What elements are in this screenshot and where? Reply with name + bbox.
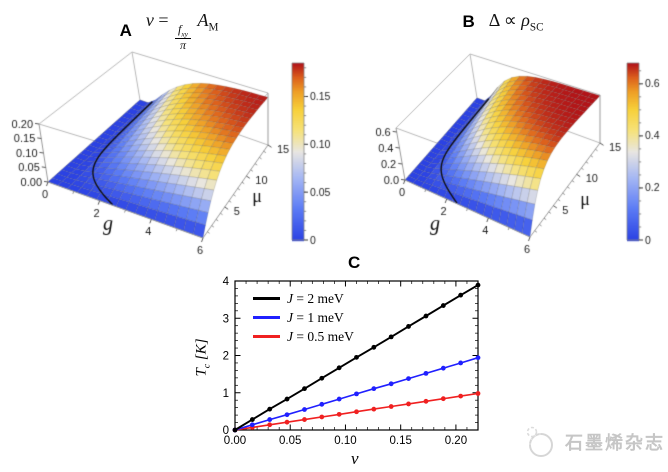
data-point [440, 365, 446, 371]
panel-c-label: C [348, 253, 361, 272]
y-tick-label: 1 [223, 388, 229, 400]
data-point [475, 391, 481, 396]
data-point [319, 401, 325, 407]
legend-label: J = 2 meV [287, 290, 344, 306]
y-tick-label: 3 [223, 313, 229, 325]
data-point [423, 398, 429, 404]
watermark-logo-icon [526, 426, 553, 457]
watermark: 石墨烯杂志 [522, 423, 665, 461]
legend-label: J = 1 meV [287, 309, 344, 325]
watermark-text: 石墨烯杂志 [565, 433, 665, 453]
formula-A: A [197, 10, 209, 30]
y-tick-label: 4 [223, 276, 230, 288]
legend: J = 2 meV J = 1 meV J = 0.5 meV [253, 289, 354, 346]
surface-plot-b-canvas [342, 46, 668, 260]
panel-b-title: B Δ ∝ ρSC [342, 10, 664, 34]
x-tick-label: 0.05 [279, 435, 301, 447]
legend-swatch [253, 316, 280, 319]
surface-plot-a-canvas [8, 46, 338, 260]
data-point [475, 355, 481, 361]
data-point [336, 365, 342, 371]
data-point [406, 376, 411, 381]
data-point [458, 393, 464, 399]
panel-a-title: A ν = fxyπ AM [8, 10, 330, 52]
panel-b-formula: Δ ∝ ρSC [488, 10, 544, 34]
data-point [406, 324, 411, 329]
x-tick-label: 0.20 [445, 435, 467, 447]
panel-c-plot-svg: 0.00 0.05 0.10 0.15 0.20 0 1 2 3 4 [223, 276, 481, 447]
legend-swatch [253, 297, 280, 300]
data-point [302, 386, 307, 392]
data-point [302, 407, 307, 412]
data-point [354, 354, 359, 360]
data-point [284, 419, 290, 425]
legend-swatch [253, 335, 280, 338]
data-point [249, 417, 255, 422]
data-point [336, 411, 342, 417]
data-point [475, 282, 481, 288]
formula-eq: = [158, 10, 169, 30]
y-tick-label: 2 [223, 351, 229, 363]
data-point [319, 375, 325, 381]
data-point [354, 391, 359, 397]
data-point [423, 313, 429, 319]
data-point [232, 427, 238, 433]
data-point [267, 422, 273, 428]
data-point [284, 412, 290, 418]
data-point [388, 334, 394, 340]
panel-a-formula: ν = fxyπ AM [146, 10, 219, 52]
data-point [336, 396, 342, 402]
data-point [440, 303, 446, 308]
data-point [458, 360, 464, 366]
data-point [406, 401, 411, 407]
x-tick-label: 0.00 [224, 435, 246, 447]
data-point [458, 292, 464, 298]
data-point [371, 344, 377, 350]
data-point [440, 396, 446, 402]
data-point [284, 396, 290, 402]
data-point [267, 406, 273, 412]
formula-delta: Δ [488, 10, 500, 30]
data-point [388, 381, 394, 387]
panel-c: C Tc [K] 0.00 0.05 0.10 0.15 0.20 0 1 2 3 4 J = 2… [194, 253, 508, 471]
panel-b-label: B [462, 11, 475, 31]
data-point [319, 414, 325, 420]
x-axis-label: ν [351, 449, 359, 468]
data-point [302, 417, 307, 422]
data-point [388, 404, 394, 409]
data-point [249, 422, 255, 428]
data-point [371, 406, 377, 412]
formula-nu: ν [145, 10, 154, 30]
x-tick-label: 0.10 [334, 435, 356, 447]
data-point [371, 386, 377, 392]
data-point [423, 370, 429, 376]
formula-rho: ρ [521, 10, 530, 30]
legend-label: J = 0.5 meV [287, 328, 354, 344]
x-tick-label: 0.15 [389, 435, 411, 447]
y-tick-label: 0 [223, 425, 229, 437]
legend-item: J = 2 meV [253, 289, 354, 308]
formula-fraction: fxyπ [175, 23, 191, 52]
legend-item: J = 0.5 meV [253, 327, 354, 346]
formula-propto: ∝ [503, 10, 517, 30]
legend-item: J = 1 meV [253, 308, 354, 327]
data-point [267, 417, 273, 422]
data-point [354, 409, 359, 415]
panel-a-label: A [119, 20, 132, 40]
